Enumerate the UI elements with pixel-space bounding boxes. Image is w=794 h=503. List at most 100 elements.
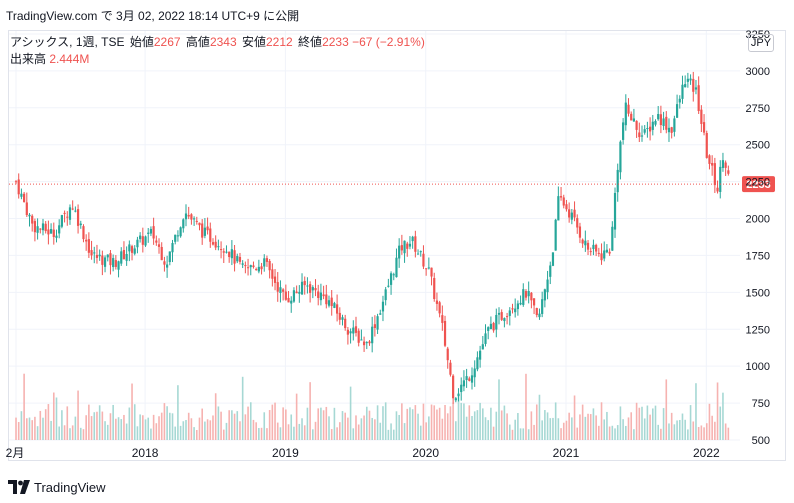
candle-body [551, 252, 555, 266]
volume-bar [608, 426, 611, 440]
volume-bar [344, 412, 346, 440]
volume-bar [233, 413, 236, 440]
volume-bar [228, 410, 230, 440]
candle-body [425, 268, 428, 270]
volume-bar [673, 424, 676, 440]
candle-body [166, 264, 169, 268]
volume-bar [195, 429, 198, 440]
candle-body [33, 221, 37, 233]
candle-body [179, 227, 182, 237]
y-tick-label: 2500 [746, 140, 770, 152]
volume-bar [387, 429, 390, 440]
volume-bar [500, 410, 503, 440]
volume-bar [517, 413, 519, 440]
candle-body [25, 202, 28, 216]
volume-bar [471, 416, 473, 440]
tradingview-footer[interactable]: TradingView [8, 478, 106, 496]
volume-bar [514, 419, 516, 440]
candle-body [568, 209, 571, 218]
volume-bar [430, 404, 433, 440]
candle-body [58, 225, 61, 234]
chart-panel[interactable] [8, 30, 786, 461]
volume-bar [527, 429, 530, 440]
volume-bar [630, 412, 633, 440]
currency-button[interactable]: JPY [748, 34, 774, 52]
volume-bar [325, 406, 328, 440]
candle-body [128, 244, 131, 252]
y-tick-label: 2750 [746, 103, 770, 115]
candle-body [538, 313, 541, 318]
volume-bar [26, 418, 28, 440]
volume-bar [525, 373, 527, 440]
candle-body [527, 290, 530, 297]
candle-body [713, 163, 716, 186]
volume-bar [633, 429, 635, 440]
volume-bar [455, 421, 457, 440]
volume-bar [360, 418, 363, 440]
candle-body [622, 122, 625, 140]
candle-body [28, 214, 31, 217]
volume-bar [428, 416, 430, 440]
candle-body [562, 197, 565, 206]
volume-bar [287, 424, 290, 440]
volume-bar [600, 402, 603, 440]
publish-info: TradingView.com で 3月 02, 2022 18:14 UTC+… [6, 9, 300, 23]
volume-bar [163, 403, 166, 440]
volume-bar [349, 386, 352, 440]
volume-bar [322, 410, 325, 440]
volume-bar [444, 404, 446, 440]
volume-bar [557, 418, 560, 440]
candle-body [721, 160, 725, 168]
candle-body [133, 248, 136, 254]
candle-body [654, 120, 657, 125]
volume-bar [689, 405, 692, 440]
volume-bar [544, 410, 546, 440]
volume-bar [209, 420, 212, 440]
volume-bar [606, 411, 608, 440]
volume-bar [482, 408, 484, 440]
volume-bar [476, 410, 479, 440]
volume-bar [705, 423, 708, 440]
candle-body [581, 239, 584, 244]
symbol-label[interactable]: アシックス, 1週, TSE [10, 35, 125, 49]
candle-body [487, 327, 490, 331]
volume-bar [171, 413, 174, 440]
candle-body [31, 215, 34, 224]
volume-bar [697, 426, 700, 440]
ohlc-legend: アシックス, 1週, TSE 始値2267 高値2343 安値2212 終値22… [10, 34, 425, 68]
candle-body [109, 253, 112, 266]
candle-body [176, 235, 180, 237]
volume-bar [217, 406, 220, 440]
volume-bar [498, 379, 500, 440]
candle-body [608, 251, 611, 254]
close-label: 終値 [298, 35, 323, 49]
candle-body [330, 297, 333, 307]
volume-bar [39, 410, 42, 440]
volume-bar [112, 404, 114, 440]
volume-bar [522, 428, 525, 440]
volume-bar [109, 413, 112, 440]
candle-body [192, 218, 196, 220]
candle-body [52, 229, 55, 238]
candle-body [373, 324, 376, 329]
candle-body [147, 232, 150, 234]
candle-body [584, 240, 587, 246]
volume-bar [392, 429, 395, 440]
volume-bar [255, 422, 257, 440]
candle-body [592, 244, 595, 250]
y-tick-label: 1250 [746, 324, 770, 336]
candle-body [700, 109, 703, 124]
candle-body [20, 193, 23, 197]
candle-body [338, 312, 341, 320]
volume-bar [179, 425, 182, 440]
volume-bar [687, 429, 689, 440]
volume-bar [422, 403, 425, 440]
volume-bar [190, 418, 193, 440]
candle-body [522, 289, 525, 305]
candle-body [49, 229, 53, 234]
candle-body [106, 254, 109, 258]
candle-body [292, 290, 296, 302]
candle-body [174, 234, 177, 242]
volume-bar [320, 407, 322, 440]
